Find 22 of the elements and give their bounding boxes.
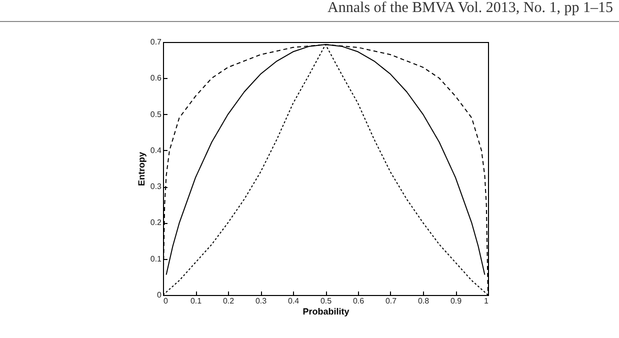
x-tick-label: 1: [484, 296, 490, 306]
x-tick-label: 0.9: [450, 296, 462, 306]
y-tick-label: 0: [157, 290, 162, 300]
x-tick-label: 0.4: [288, 296, 300, 306]
x-tick-label: 0.5: [320, 296, 332, 306]
y-tick-label: 0.7: [150, 38, 162, 46]
x-tick-label: 0.2: [222, 296, 235, 306]
x-axis-title: Probability: [302, 306, 350, 316]
x-tick-label: 0.7: [385, 296, 398, 306]
x-tick-label: 0: [164, 296, 168, 306]
y-tick-label: 0.2: [150, 218, 162, 228]
y-axis-title: Entropy: [136, 152, 146, 186]
y-tick-label: 0.4: [150, 146, 162, 155]
y-tick-label: 0.5: [150, 110, 162, 119]
x-tick-label: 0.8: [418, 296, 430, 306]
text: Annals of the BMVA Vol. 2013, No. 1, pp 1–15: [328, 0, 613, 17]
x-tick-label: 0.3: [255, 296, 268, 306]
y-tick-label: 0.6: [150, 74, 162, 83]
y-tick-label: 0.1: [150, 254, 162, 264]
y-tick-label: 0.3: [150, 182, 162, 192]
x-tick-label: 0.6: [352, 296, 365, 306]
x-tick-label: 0.1: [190, 296, 202, 306]
